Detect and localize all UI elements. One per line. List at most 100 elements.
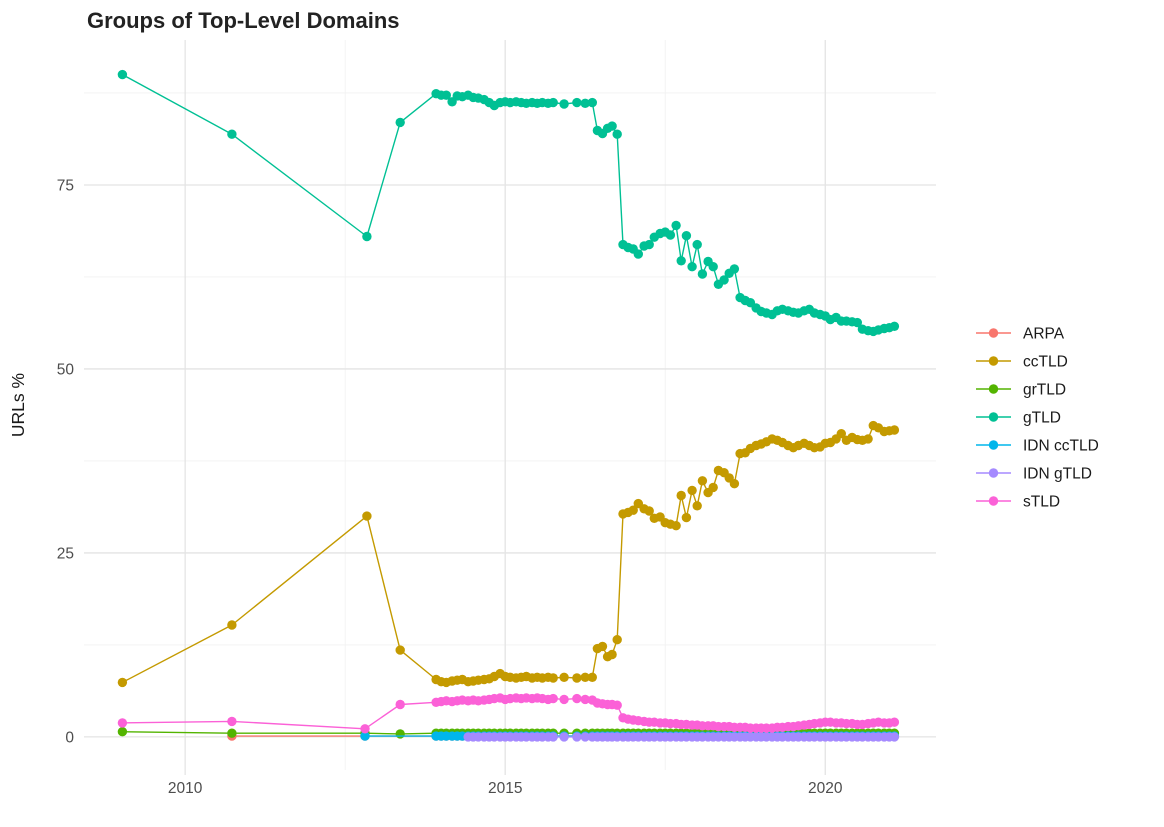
- data-point: [692, 239, 702, 250]
- data-point: [580, 694, 590, 705]
- data-point: [612, 700, 622, 710]
- data-point: [227, 620, 237, 630]
- data-point: [360, 731, 370, 741]
- data-point: [572, 97, 582, 108]
- data-point: [362, 511, 372, 521]
- series-line: [122, 73, 895, 333]
- data-point: [117, 677, 128, 688]
- legend-key-point: [988, 384, 999, 394]
- data-point: [548, 732, 558, 742]
- axis-tick-labels: 0 25 50 75 2010 2015 2020: [57, 177, 843, 797]
- data-point: [117, 718, 128, 728]
- y-tick-label: 0: [65, 729, 74, 746]
- legend-item-ARPA: ARPA: [976, 326, 1065, 343]
- legend-label: grTLD: [1023, 382, 1066, 399]
- legend-item-sTLD: sTLD: [976, 494, 1060, 511]
- data-point: [548, 673, 558, 683]
- legend-key-point: [988, 440, 999, 450]
- data-point: [548, 97, 558, 108]
- data-point: [889, 321, 900, 331]
- data-point: [681, 231, 692, 241]
- x-tick-label: 2015: [488, 780, 522, 797]
- data-point: [548, 693, 558, 704]
- legend-label: ARPA: [1023, 326, 1065, 343]
- data-point: [729, 479, 740, 489]
- data-point: [227, 728, 237, 738]
- data-point: [580, 672, 590, 682]
- data-point: [863, 434, 873, 444]
- data-point: [708, 482, 718, 493]
- data-point: [628, 505, 638, 515]
- legend-label: sTLD: [1023, 494, 1060, 511]
- legend-label: IDN gTLD: [1023, 466, 1092, 483]
- data-point: [559, 694, 569, 705]
- data-point: [671, 220, 681, 231]
- data-point: [687, 262, 697, 272]
- data-point: [117, 69, 128, 80]
- data-point: [441, 90, 451, 100]
- legend-item-IDN-gTLD: IDN gTLD: [976, 466, 1092, 483]
- data-point: [559, 672, 569, 682]
- data-point: [395, 729, 405, 739]
- data-point: [227, 716, 237, 727]
- legend-item-grTLD: grTLD: [976, 382, 1066, 399]
- data-point: [360, 724, 370, 734]
- data-point: [692, 501, 702, 511]
- legend-item-gTLD: gTLD: [976, 410, 1061, 427]
- data-point: [572, 673, 582, 683]
- data-point: [665, 230, 676, 240]
- gridlines: [84, 40, 936, 770]
- data-point: [559, 732, 569, 742]
- legend-item-ccTLD: ccTLD: [976, 354, 1068, 371]
- data-point: [889, 717, 900, 727]
- data-point: [708, 262, 718, 272]
- data-point: [676, 490, 686, 501]
- data-point: [676, 256, 686, 266]
- data-point: [607, 649, 617, 660]
- data-point: [580, 732, 590, 742]
- series-line: [122, 424, 895, 684]
- data-point: [395, 117, 405, 128]
- data-point: [697, 269, 708, 279]
- legend-key-point: [988, 328, 999, 338]
- data-point: [612, 635, 622, 645]
- series-gTLD: [117, 69, 900, 337]
- legend-label: IDN ccTLD: [1023, 438, 1099, 455]
- data-point: [117, 727, 128, 737]
- data-point: [559, 99, 569, 109]
- data-point: [572, 693, 582, 704]
- legend-key-point: [988, 356, 999, 366]
- chart-title: Groups of Top-Level Domains: [87, 8, 400, 33]
- data-point: [644, 239, 654, 250]
- data-point: [612, 129, 622, 139]
- legend-key-point: [988, 496, 999, 506]
- legend-key-point: [988, 468, 999, 478]
- data-point: [597, 641, 608, 652]
- legend: ARPA ccTLD grTLD gTLD IDN ccTLD IDN gTLD sTLD: [976, 326, 1099, 511]
- legend-key-point: [988, 412, 999, 422]
- data-point: [681, 512, 692, 523]
- data-point: [572, 732, 582, 742]
- data-point: [687, 485, 697, 496]
- data-point: [633, 249, 643, 259]
- data-point: [889, 425, 900, 435]
- data-series: [117, 69, 900, 742]
- data-point: [607, 121, 617, 131]
- data-point: [362, 231, 372, 242]
- data-point: [889, 732, 900, 742]
- y-axis-title: URLs %: [8, 373, 28, 437]
- data-point: [852, 317, 862, 328]
- data-point: [587, 97, 597, 108]
- data-point: [395, 645, 405, 655]
- series-ccTLD: [117, 420, 900, 688]
- data-point: [587, 672, 597, 682]
- data-point: [719, 275, 729, 285]
- data-point: [836, 429, 846, 439]
- legend-label: gTLD: [1023, 410, 1061, 427]
- series-IDN-gTLD: [463, 732, 900, 742]
- y-tick-label: 25: [57, 545, 74, 562]
- x-tick-label: 2010: [168, 780, 203, 797]
- y-tick-label: 75: [57, 177, 74, 194]
